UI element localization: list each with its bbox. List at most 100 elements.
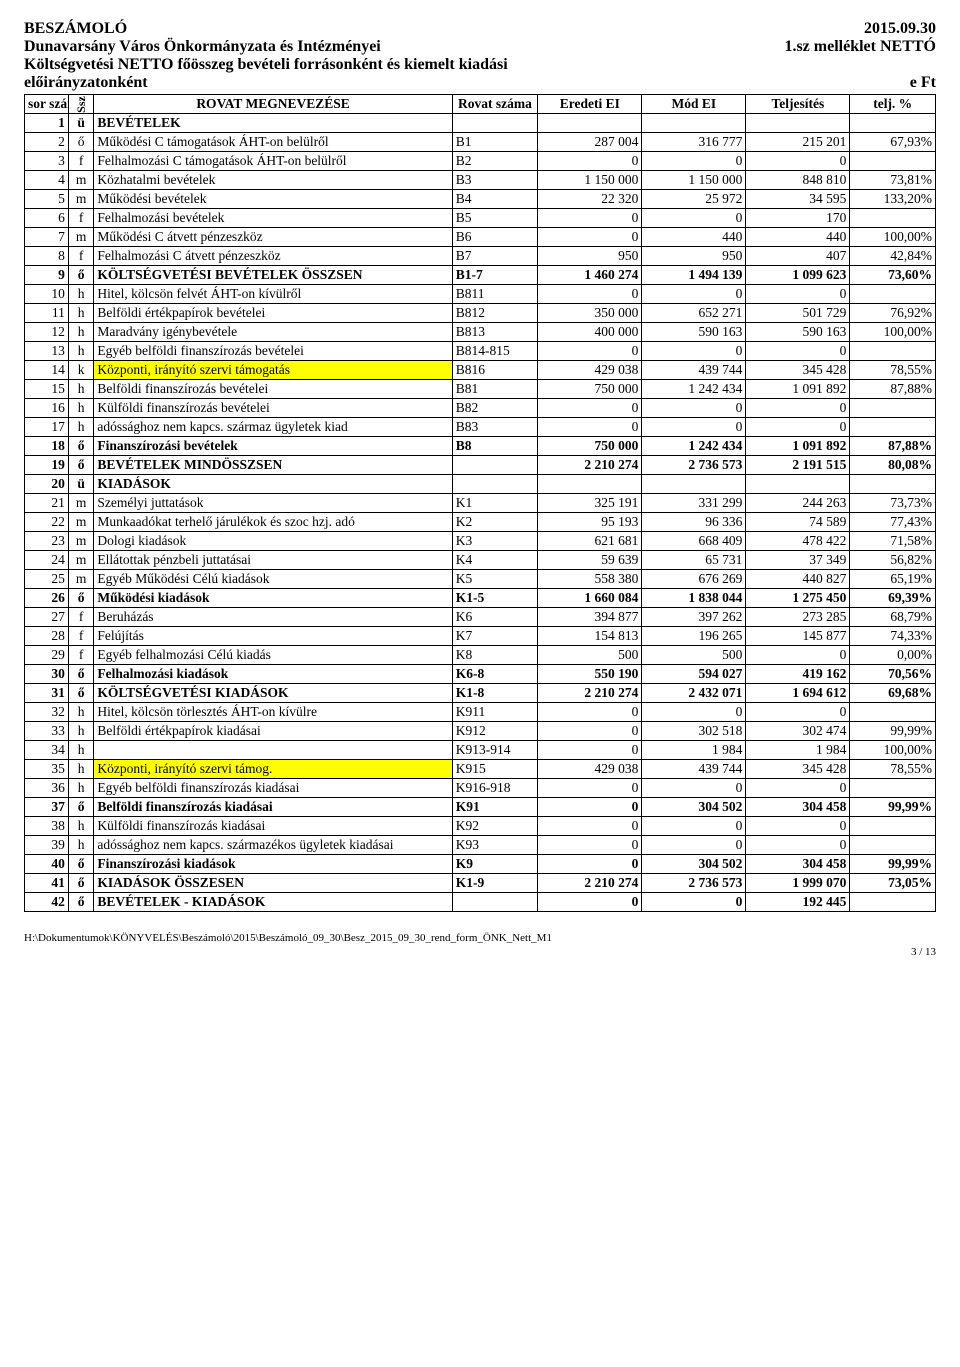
- cell-sor: 17: [25, 418, 69, 437]
- attachment-label: 1.sz melléklet NETTÓ: [784, 38, 936, 56]
- cell-sor: 25: [25, 570, 69, 589]
- cell-pct: 73,05%: [850, 874, 936, 893]
- cell-eredeti: 1 460 274: [538, 266, 642, 285]
- table-row: 21mSzemélyi juttatásokK1325 191331 29924…: [25, 494, 936, 513]
- table-header-row: sor szám Ssz ROVAT MEGNEVEZÉSE Rovat szá…: [25, 95, 936, 114]
- cell-pct: 65,19%: [850, 570, 936, 589]
- cell-ssz: h: [68, 323, 93, 342]
- cell-rovat: K7: [452, 627, 538, 646]
- cell-eredeti: 394 877: [538, 608, 642, 627]
- table-row: 13hEgyéb belföldi finanszírozás bevétele…: [25, 342, 936, 361]
- cell-name: Maradvány igénybevétele: [94, 323, 452, 342]
- cell-sor: 9: [25, 266, 69, 285]
- table-row: 25mEgyéb Működési Célú kiadásokK5558 380…: [25, 570, 936, 589]
- cell-eredeti: 0: [538, 703, 642, 722]
- cell-rovat: B1-7: [452, 266, 538, 285]
- cell-rovat: B3: [452, 171, 538, 190]
- cell-name: Felhalmozási C támogatások ÁHT-on belülr…: [94, 152, 452, 171]
- cell-pct: 77,43%: [850, 513, 936, 532]
- cell-sor: 31: [25, 684, 69, 703]
- cell-telj: 1 091 892: [746, 437, 850, 456]
- cell-ssz: h: [68, 342, 93, 361]
- page-number: 3 / 13: [24, 946, 936, 958]
- cell-eredeti: 750 000: [538, 437, 642, 456]
- table-row: 18őFinanszírozási bevételekB8750 0001 24…: [25, 437, 936, 456]
- cell-mod: 0: [642, 152, 746, 171]
- cell-rovat: K92: [452, 817, 538, 836]
- cell-pct: 99,99%: [850, 855, 936, 874]
- cell-sor: 12: [25, 323, 69, 342]
- cell-sor: 10: [25, 285, 69, 304]
- cell-sor: 18: [25, 437, 69, 456]
- cell-ssz: ü: [68, 114, 93, 133]
- cell-telj: 0: [746, 152, 850, 171]
- cell-mod: 0: [642, 836, 746, 855]
- cell-sor: 29: [25, 646, 69, 665]
- cell-sor: 19: [25, 456, 69, 475]
- cell-pct: 70,56%: [850, 665, 936, 684]
- cell-mod: 96 336: [642, 513, 746, 532]
- cell-ssz: h: [68, 779, 93, 798]
- cell-sor: 23: [25, 532, 69, 551]
- cell-pct: 87,88%: [850, 380, 936, 399]
- cell-eredeti: 429 038: [538, 361, 642, 380]
- cell-mod: 950: [642, 247, 746, 266]
- cell-name: Belföldi finanszírozás kiadásai: [94, 798, 452, 817]
- cell-rovat: B4: [452, 190, 538, 209]
- cell-eredeti: [538, 475, 642, 494]
- cell-eredeti: 0: [538, 855, 642, 874]
- cell-sor: 13: [25, 342, 69, 361]
- cell-rovat: B2: [452, 152, 538, 171]
- cell-rovat: B1: [452, 133, 538, 152]
- cell-telj: 302 474: [746, 722, 850, 741]
- cell-mod: [642, 114, 746, 133]
- cell-telj: 215 201: [746, 133, 850, 152]
- cell-name: Felhalmozási bevételek: [94, 209, 452, 228]
- cell-name: Munkaadókat terhelő járulékok és szoc hz…: [94, 513, 452, 532]
- cell-eredeti: 429 038: [538, 760, 642, 779]
- cell-name: Felhalmozási kiadások: [94, 665, 452, 684]
- cell-name: Ellátottak pénzbeli juttatásai: [94, 551, 452, 570]
- footer-path: H:\Dokumentumok\KÖNYVELÉS\Beszámoló\2015…: [24, 932, 936, 944]
- cell-sor: 14: [25, 361, 69, 380]
- cell-sor: 5: [25, 190, 69, 209]
- cell-ssz: h: [68, 722, 93, 741]
- cell-telj: 304 458: [746, 855, 850, 874]
- table-row: 34hK913-91401 9841 984100,00%: [25, 741, 936, 760]
- cell-ssz: ő: [68, 133, 93, 152]
- cell-rovat: K916-918: [452, 779, 538, 798]
- cell-eredeti: 59 639: [538, 551, 642, 570]
- cell-ssz: m: [68, 570, 93, 589]
- cell-pct: 99,99%: [850, 798, 936, 817]
- cell-ssz: m: [68, 551, 93, 570]
- cell-mod: 652 271: [642, 304, 746, 323]
- cell-name: BEVÉTELEK MINDÖSSZSEN: [94, 456, 452, 475]
- cell-eredeti: 0: [538, 285, 642, 304]
- cell-pct: 100,00%: [850, 228, 936, 247]
- cell-ssz: ő: [68, 665, 93, 684]
- cell-name: Működési bevételek: [94, 190, 452, 209]
- cell-eredeti: 0: [538, 418, 642, 437]
- cell-rovat: [452, 893, 538, 912]
- cell-name: KÖLTSÉGVETÉSI BEVÉTELEK ÖSSZSEN: [94, 266, 452, 285]
- cell-telj: 440 827: [746, 570, 850, 589]
- cell-mod: 1 242 434: [642, 437, 746, 456]
- cell-ssz: ő: [68, 798, 93, 817]
- col-telj: Teljesítés: [746, 95, 850, 114]
- table-row: 9őKÖLTSÉGVETÉSI BEVÉTELEK ÖSSZSENB1-71 4…: [25, 266, 936, 285]
- cell-name: BEVÉTELEK - KIADÁSOK: [94, 893, 452, 912]
- org-name: Dunavarsány Város Önkormányzata és Intéz…: [24, 38, 381, 56]
- cell-name: Finanszírozási kiadások: [94, 855, 452, 874]
- cell-mod: 1 984: [642, 741, 746, 760]
- cell-mod: 0: [642, 703, 746, 722]
- cell-name: adóssághoz nem kapcs. származ ügyletek k…: [94, 418, 452, 437]
- cell-sor: 6: [25, 209, 69, 228]
- table-row: 35hKözponti, irányító szervi támog.K9154…: [25, 760, 936, 779]
- cell-mod: 304 502: [642, 855, 746, 874]
- cell-telj: 0: [746, 285, 850, 304]
- cell-rovat: [452, 475, 538, 494]
- cell-pct: 68,79%: [850, 608, 936, 627]
- cell-name: KÖLTSÉGVETÉSI KIADÁSOK: [94, 684, 452, 703]
- col-sor: sor szám: [25, 95, 69, 114]
- cell-telj: 170: [746, 209, 850, 228]
